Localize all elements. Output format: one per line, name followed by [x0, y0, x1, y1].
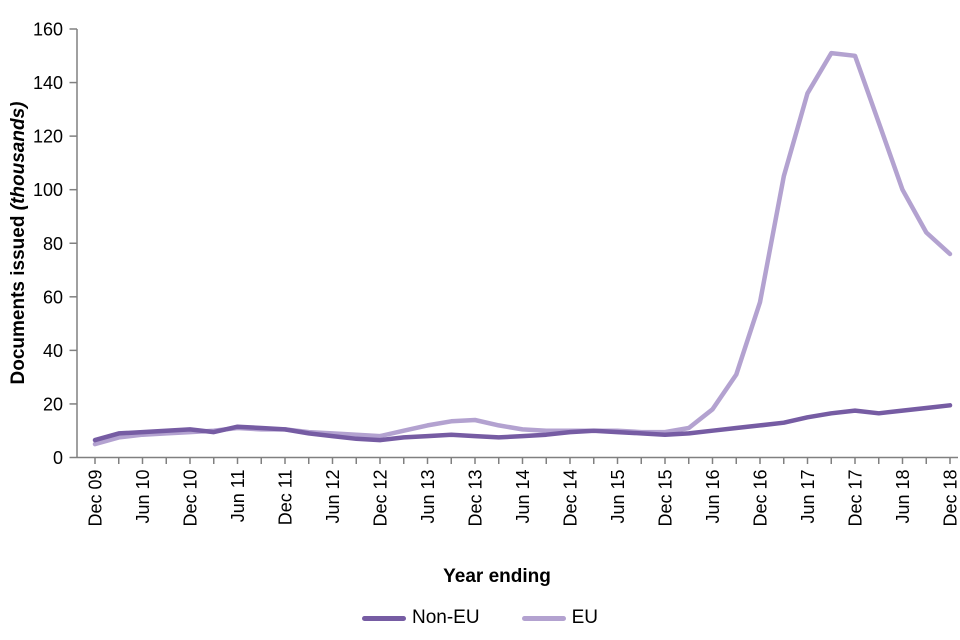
y-axis-tick-label: 60	[43, 287, 63, 307]
x-axis-tick-label: Dec 10	[181, 470, 201, 527]
x-axis-tick-label: Dec 12	[371, 470, 391, 527]
legend-item-non-eu: Non-EU	[362, 607, 480, 629]
x-axis-tick-label: Jun 11	[228, 470, 248, 523]
y-axis-tick-label: 80	[43, 234, 63, 254]
legend: Non-EU EU	[0, 607, 960, 629]
y-axis-tick-label: 160	[33, 20, 63, 40]
y-axis-title-note: (thousands)	[8, 101, 29, 211]
y-axis-title: Documents issued (thousands)	[8, 102, 30, 385]
x-axis-tick-label: Dec 13	[466, 470, 486, 527]
legend-label-eu: EU	[571, 607, 598, 628]
x-axis-tick-label: Jun 13	[418, 470, 438, 524]
x-axis-title: Year ending	[443, 566, 551, 587]
x-axis-tick-label: Jun 14	[513, 470, 533, 524]
x-axis-tick-label: Dec 11	[276, 470, 296, 526]
x-axis-tick-label: Jun 12	[323, 470, 343, 524]
x-axis-tick-label: Dec 09	[86, 470, 106, 527]
x-axis-tick-label: Dec 18	[941, 470, 960, 527]
series-line-non-eu	[92, 403, 953, 443]
x-axis-tick-label: Jun 10	[133, 470, 153, 524]
legend-swatch-non-eu	[362, 615, 406, 621]
x-axis-tick-label: Jun 18	[893, 470, 913, 524]
y-axis-tick-label: 0	[53, 448, 63, 468]
series-line-eu	[92, 50, 953, 447]
x-axis-tick-label: Jun 15	[608, 470, 628, 524]
y-axis-tick-label: 120	[33, 127, 63, 147]
legend-label-non-eu: Non-EU	[412, 607, 480, 628]
legend-swatch-eu	[521, 615, 566, 621]
legend-item-eu: EU	[521, 607, 598, 629]
x-axis-tick-label: Dec 16	[751, 470, 771, 527]
x-axis-tick-label: Dec 15	[656, 470, 676, 527]
x-axis-tick-label: Jun 16	[703, 470, 723, 524]
y-axis-title-text: Documents issued	[8, 215, 29, 385]
y-axis-tick-label: 40	[43, 341, 63, 361]
x-axis-tick-label: Dec 17	[846, 470, 866, 527]
y-axis-tick-label: 140	[33, 73, 63, 93]
x-axis-tick-label: Dec 14	[561, 470, 581, 527]
y-axis-tick-label: 100	[33, 180, 63, 200]
x-axis-tick-label: Jun 17	[798, 470, 818, 524]
y-axis-tick-label: 20	[43, 394, 63, 414]
